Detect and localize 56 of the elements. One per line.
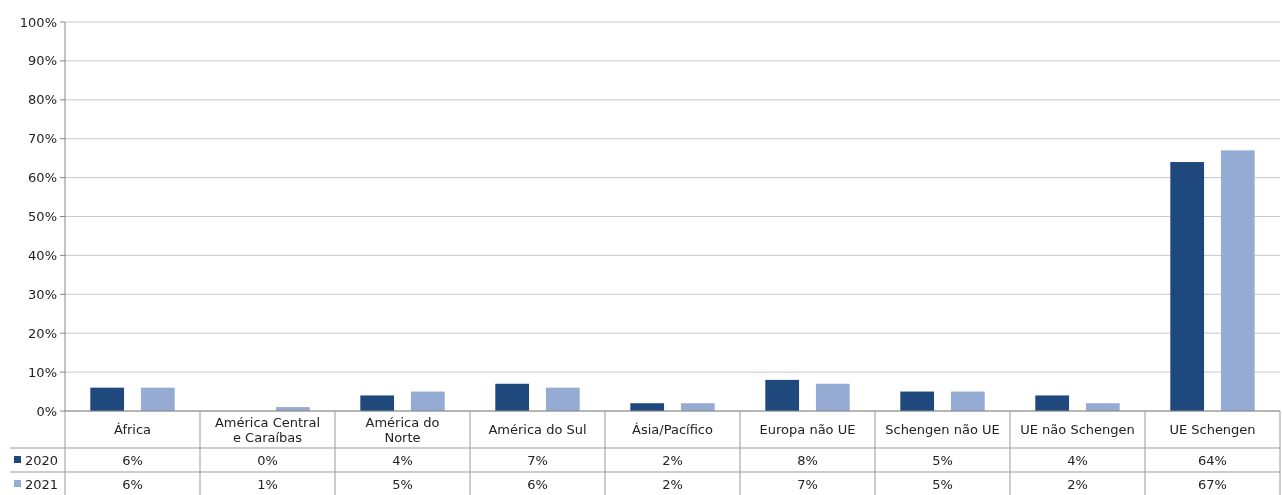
bar: [90, 387, 125, 411]
y-tick-label: 90%: [28, 53, 57, 69]
bar: [630, 403, 665, 411]
y-tick-label: 40%: [28, 247, 57, 263]
data-label: 7%: [527, 452, 548, 468]
x-tick-label: América Central e Caraíbas: [214, 414, 321, 445]
x-tick-label: Europa não UE: [759, 422, 856, 438]
data-label: 6%: [122, 452, 143, 468]
bar: [765, 379, 800, 411]
x-tick-label: África: [113, 422, 152, 438]
y-tick-label: 0%: [36, 403, 57, 419]
data-label: 2%: [1067, 476, 1088, 492]
y-tick-label: 80%: [28, 92, 57, 108]
bar: [1085, 403, 1120, 411]
y-tick-label: 30%: [28, 286, 57, 302]
data-label: 7%: [797, 476, 818, 492]
data-label: 4%: [1067, 452, 1088, 468]
x-tick-label: Schengen não UE: [885, 422, 1000, 438]
data-label: 5%: [932, 476, 953, 492]
bar: [1170, 162, 1205, 411]
y-tick-label: 60%: [28, 170, 57, 186]
data-label: 4%: [392, 452, 413, 468]
data-label: 6%: [527, 476, 548, 492]
bar: [495, 383, 530, 411]
legend-label: 2021: [25, 476, 59, 492]
bar: [680, 403, 715, 411]
bar: [410, 391, 445, 411]
data-label: 67%: [1198, 476, 1227, 492]
x-tick-label: América do Norte: [365, 414, 440, 445]
data-label: 64%: [1198, 452, 1227, 468]
data-label: 8%: [797, 452, 818, 468]
bar: [545, 387, 580, 411]
y-tick-label: 20%: [28, 325, 57, 341]
bar: [815, 383, 850, 411]
y-tick-label: 100%: [19, 14, 57, 30]
y-tick-label: 10%: [28, 364, 57, 380]
x-tick-label: UE não Schengen: [1020, 422, 1135, 438]
bar: [360, 395, 395, 411]
bar: [950, 391, 985, 411]
data-label: 2%: [662, 452, 683, 468]
legend-label: 2020: [25, 452, 59, 468]
x-tick-label: UE Schengen: [1169, 422, 1256, 438]
x-tick-label: América do Sul: [488, 422, 587, 438]
data-label: 6%: [122, 476, 143, 492]
bar: [900, 391, 935, 411]
data-label: 5%: [932, 452, 953, 468]
y-tick-label: 70%: [28, 131, 57, 147]
bar: [140, 387, 175, 411]
bar: [1035, 395, 1070, 411]
x-tick-label: Ásia/Pacífico: [632, 422, 713, 438]
bar: [1220, 150, 1255, 411]
data-label: 0%: [257, 452, 278, 468]
y-tick-label: 50%: [28, 209, 57, 225]
data-label: 5%: [392, 476, 413, 492]
data-label: 2%: [662, 476, 683, 492]
data-label: 1%: [257, 476, 278, 492]
